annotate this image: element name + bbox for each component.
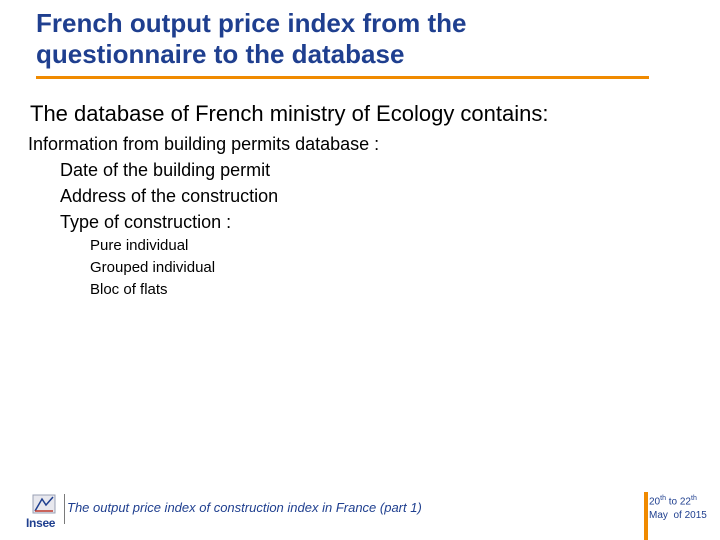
- bullet-list-level-3: Pure individual Grouped individual Bloc …: [90, 235, 215, 301]
- bullet-item-bloc-of-flats: Bloc of flats: [90, 281, 168, 298]
- footer-caption: The output price index of construction i…: [67, 500, 422, 515]
- footer-date-range: 20th to 22th: [649, 495, 697, 508]
- insee-emblem-icon: [32, 494, 56, 514]
- bullet-item-permit-date: Date of the building permit: [60, 160, 271, 180]
- footer-date-month-year: May of 2015: [649, 510, 707, 522]
- insee-wordmark: Insee: [26, 516, 56, 530]
- footer-date: 20th to 22th May of 2015: [649, 492, 707, 523]
- bullet-level-1: Information from building permits databa…: [28, 134, 380, 154]
- footer-separator: [64, 494, 65, 524]
- lead-statement: The database of French ministry of Ecolo…: [30, 101, 549, 126]
- slide-title-line-2: questionnaire to the database: [36, 39, 405, 69]
- slide-title-line-1: French output price index from the: [36, 8, 467, 38]
- bullet-list-level-2: Date of the building permit Address of t…: [60, 157, 278, 235]
- bullet-item-grouped-individual: Grouped individual: [90, 259, 216, 276]
- bullet-item-construction-type: Type of construction :: [60, 212, 232, 232]
- title-underline-rule: [36, 76, 649, 79]
- bullet-item-address: Address of the construction: [60, 186, 279, 206]
- slide-title: French output price index from the quest…: [36, 8, 656, 70]
- date-accent-bar: [644, 492, 648, 540]
- bullet-item-pure-individual: Pure individual: [90, 237, 189, 254]
- insee-logo: Insee: [26, 494, 62, 536]
